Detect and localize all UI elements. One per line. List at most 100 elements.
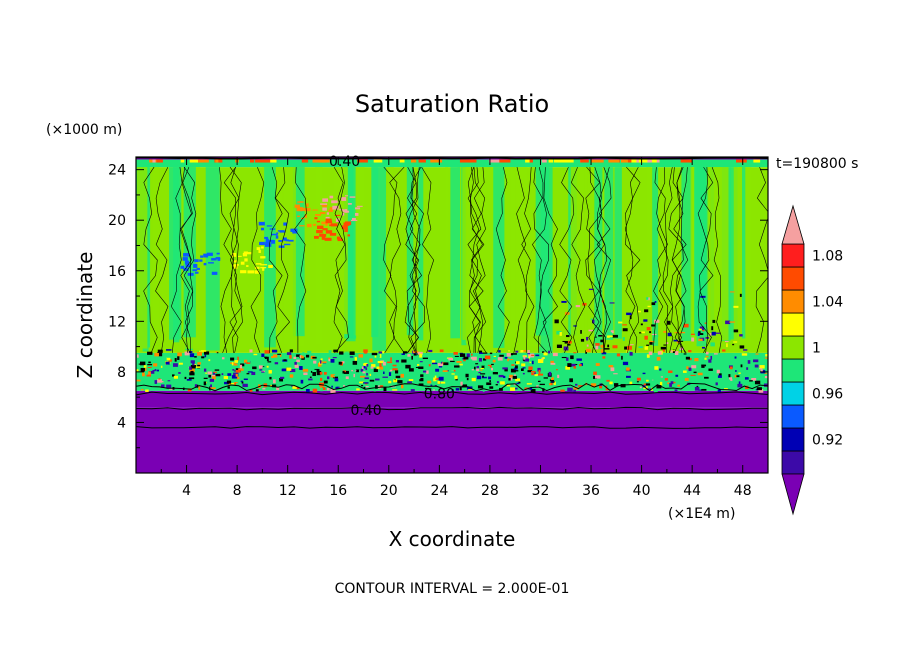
contour-line: [136, 406, 768, 411]
texture-speck: [683, 323, 689, 328]
texture-speck: [674, 362, 680, 364]
texture-speck: [515, 365, 518, 369]
texture-speck: [432, 389, 435, 391]
texture-speck: [758, 389, 764, 393]
texture-speck: [354, 357, 357, 361]
contour-line: [587, 167, 602, 353]
texture-patch: [325, 230, 333, 234]
texture-streak: [587, 167, 597, 353]
texture-speck: [358, 354, 364, 358]
texture-top: [156, 159, 163, 163]
texture-patch: [261, 246, 264, 249]
texture-speck: [704, 322, 707, 324]
texture-streak: [353, 167, 365, 336]
texture-speck: [649, 331, 652, 334]
texture-speck: [667, 332, 672, 337]
texture-speck: [738, 381, 741, 386]
texture-speck: [226, 376, 231, 381]
texture-top: [250, 159, 255, 163]
y-tick-label: 12: [108, 314, 126, 330]
texture-speck: [755, 353, 759, 355]
texture-speck: [203, 351, 209, 355]
texture-speck: [567, 387, 573, 392]
contour-interval-footer: CONTOUR INTERVAL = 2.000E-01: [335, 581, 570, 597]
texture-speck: [593, 375, 597, 379]
texture-patch: [334, 214, 341, 216]
texture-speck: [600, 339, 604, 343]
texture-speck: [697, 372, 703, 376]
texture-speck: [553, 381, 556, 386]
texture-speck: [698, 389, 702, 391]
contour-line: [219, 167, 234, 353]
texture-patch: [306, 223, 312, 228]
texture-speck: [642, 372, 646, 375]
texture-speck: [401, 353, 405, 355]
texture-speck: [457, 375, 460, 379]
texture-speck: [221, 357, 225, 360]
contour-line: [179, 166, 193, 353]
texture-patch: [322, 207, 327, 211]
texture-speck: [391, 385, 396, 388]
texture-patch: [304, 214, 308, 218]
texture-speck: [640, 323, 643, 326]
texture-speck: [457, 363, 460, 368]
texture-speck: [416, 377, 421, 380]
texture-speck: [764, 375, 768, 379]
texture-speck: [657, 351, 662, 355]
texture-speck: [330, 374, 335, 378]
field-band-1: [136, 407, 768, 428]
texture-speck: [580, 338, 585, 342]
texture-top: [499, 159, 511, 163]
texture-speck: [718, 373, 722, 376]
texture-speck: [506, 352, 511, 357]
texture-speck: [154, 352, 159, 357]
texture-speck: [276, 387, 280, 391]
texture-speck: [717, 375, 722, 378]
texture-patch: [266, 225, 273, 227]
texture-speck: [210, 387, 216, 390]
texture-speck: [312, 388, 318, 393]
texture-speck: [481, 365, 485, 369]
texture-patch: [322, 228, 328, 231]
texture-speck: [626, 367, 630, 371]
texture-speck: [730, 378, 733, 381]
texture-patch: [185, 260, 190, 265]
texture-speck: [557, 374, 560, 379]
plot-area: [136, 157, 768, 473]
contour-line: [495, 167, 510, 354]
texture-speck: [272, 349, 278, 353]
texture-speck: [235, 373, 238, 377]
texture-speck: [754, 364, 759, 368]
texture-speck: [382, 376, 388, 378]
texture-speck: [139, 361, 146, 366]
texture-patch: [316, 225, 324, 229]
texture-speck: [369, 358, 373, 363]
texture-speck: [415, 366, 420, 369]
texture-speck: [359, 381, 365, 384]
texture-speck: [400, 373, 405, 378]
texture-patch: [328, 209, 333, 212]
texture-speck: [349, 351, 355, 355]
texture-speck: [261, 353, 265, 357]
texture-speck: [300, 379, 304, 384]
texture-speck: [363, 349, 368, 353]
texture-top: [646, 159, 652, 163]
texture-speck: [531, 354, 535, 356]
texture-speck: [668, 370, 673, 373]
texture-speck: [664, 378, 669, 381]
texture-speck: [417, 351, 423, 355]
texture-speck: [312, 372, 316, 376]
texture-speck: [453, 352, 458, 355]
texture-speck: [567, 363, 572, 368]
texture-speck: [210, 384, 212, 388]
texture-speck: [491, 363, 494, 366]
texture-speck: [521, 363, 526, 367]
contour-line: [596, 166, 612, 353]
contour-line: [699, 166, 714, 353]
texture-speck: [586, 336, 589, 341]
texture-speck: [238, 368, 244, 371]
texture-speck: [606, 379, 610, 382]
texture-speck: [443, 362, 449, 366]
texture-speck: [366, 372, 368, 376]
texture-speck: [380, 385, 384, 388]
